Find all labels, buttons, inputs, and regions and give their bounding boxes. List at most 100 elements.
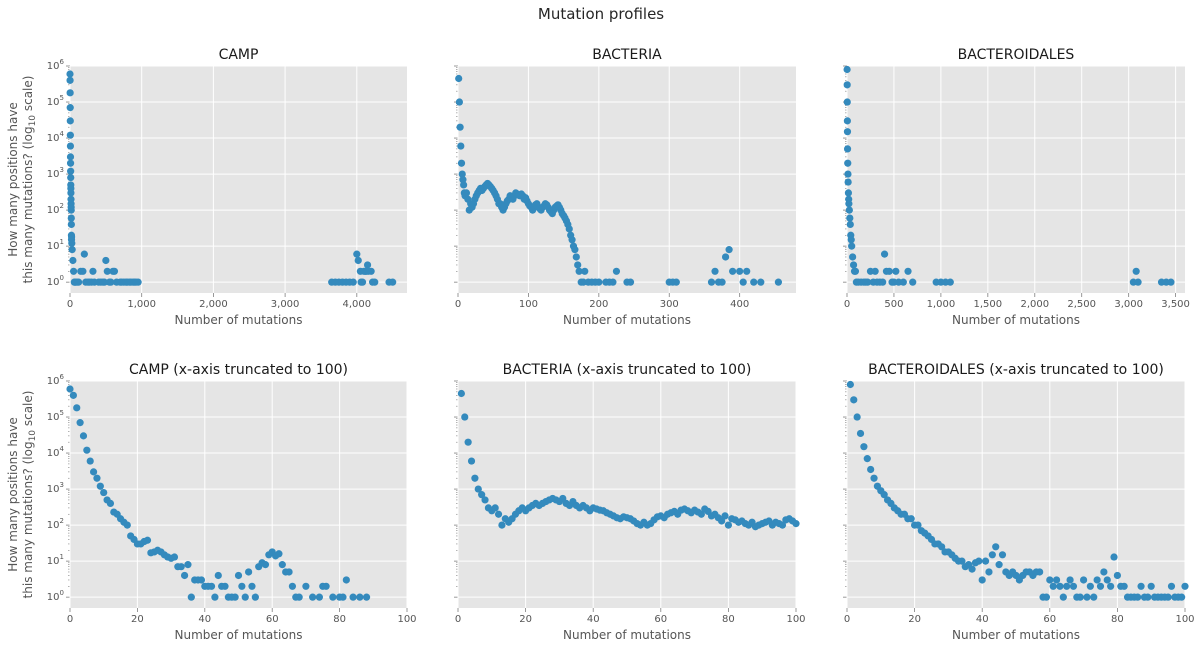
data-point — [1076, 593, 1084, 601]
x-tick-label: 500 — [884, 299, 903, 310]
data-point — [609, 278, 617, 286]
data-point — [672, 278, 680, 286]
data-point — [66, 104, 74, 112]
data-point — [66, 89, 74, 97]
x-tick-label: 40 — [198, 614, 211, 625]
data-point — [958, 557, 966, 565]
data-point — [885, 267, 893, 275]
data-point — [89, 267, 97, 275]
x-axis-label: Number of mutations — [175, 313, 303, 327]
x-tick-label: 4,000 — [342, 299, 371, 310]
data-points — [66, 385, 371, 601]
data-point — [285, 568, 293, 576]
data-point — [234, 571, 243, 580]
data-point — [106, 499, 115, 508]
data-point — [67, 233, 76, 241]
data-point — [867, 465, 875, 474]
data-point — [843, 117, 851, 125]
data-point — [458, 170, 466, 178]
y-tick-label: 103 — [47, 481, 64, 495]
data-point — [721, 253, 730, 261]
data-point — [349, 278, 357, 286]
x-tick-label: 3,000 — [1114, 299, 1143, 310]
data-point — [66, 131, 74, 139]
data-point — [568, 236, 576, 244]
data-point — [363, 261, 372, 269]
data-point — [322, 582, 330, 590]
data-point — [143, 536, 152, 544]
y-tick-label: 105 — [47, 409, 64, 423]
data-point — [464, 438, 472, 446]
data-point — [134, 278, 142, 286]
data-point — [86, 457, 94, 465]
data-point — [778, 521, 787, 529]
data-point — [302, 582, 310, 590]
data-points — [457, 389, 800, 531]
subplot-6: 0 20 40 60 80 100 BACTEROIDALES (x-axis trunca… — [843, 362, 1195, 642]
data-point — [757, 278, 765, 286]
data-point — [844, 170, 852, 178]
data-point — [844, 178, 852, 186]
data-points — [455, 74, 783, 286]
x-tick-label: 80 — [1111, 614, 1124, 625]
data-point — [736, 267, 744, 275]
plot-area — [70, 381, 407, 608]
data-point — [67, 206, 75, 214]
data-point — [864, 278, 872, 286]
data-point — [66, 385, 74, 393]
data-point — [467, 457, 476, 465]
data-point — [66, 142, 75, 150]
data-point — [278, 561, 286, 569]
data-point — [457, 159, 466, 167]
data-point — [1069, 582, 1078, 590]
data-point — [69, 267, 78, 275]
data-point — [102, 256, 110, 265]
data-point — [73, 404, 81, 412]
data-point — [743, 267, 751, 275]
data-point — [1164, 593, 1172, 601]
data-point — [214, 571, 222, 580]
data-point — [1144, 593, 1152, 601]
data-point — [1134, 278, 1142, 286]
data-point — [851, 267, 860, 275]
data-point — [844, 189, 853, 197]
data-point — [96, 482, 104, 490]
data-point — [1107, 582, 1115, 590]
data-point — [245, 568, 253, 576]
subplot-1: 100 101 102 103 104 105 106 0 1,000 2,000 3,000 4,0… — [6, 47, 407, 327]
y-tick-label: 103 — [47, 166, 64, 180]
x-tick-label: 2,500 — [1067, 299, 1096, 310]
data-point — [846, 380, 854, 389]
data-point — [93, 474, 101, 482]
data-point — [103, 267, 111, 275]
data-point — [329, 593, 337, 601]
data-point — [718, 517, 726, 525]
data-point — [457, 142, 465, 150]
data-point — [1083, 593, 1091, 601]
data-point — [362, 593, 371, 601]
data-point — [1167, 278, 1175, 286]
data-point — [981, 557, 990, 565]
data-point — [1137, 582, 1145, 590]
x-tick-label: 1,000 — [927, 299, 956, 310]
data-point — [880, 250, 889, 258]
data-point — [1046, 576, 1054, 584]
data-point — [718, 278, 726, 286]
y-tick-label: 101 — [47, 238, 64, 252]
data-point — [69, 256, 77, 265]
data-point — [843, 145, 852, 153]
data-point — [75, 278, 83, 286]
data-point — [845, 200, 853, 208]
data-point — [1042, 593, 1051, 601]
data-point — [295, 593, 303, 601]
data-point — [845, 206, 853, 214]
data-point — [1059, 593, 1067, 601]
x-tick-label: 3,000 — [271, 299, 300, 310]
data-point — [83, 446, 91, 454]
data-point — [251, 593, 259, 601]
subplot-3: 0 500 1,000 1,500 2,000 2,500 3,000 3,500 BACTER… — [843, 47, 1190, 327]
data-point — [197, 576, 206, 584]
x-tick-label: 40 — [587, 614, 600, 625]
data-point — [462, 189, 471, 197]
subplot-4: 100 101 102 103 104 105 106 0 20 40 60 80 100 CAMP (x… — [6, 362, 417, 642]
